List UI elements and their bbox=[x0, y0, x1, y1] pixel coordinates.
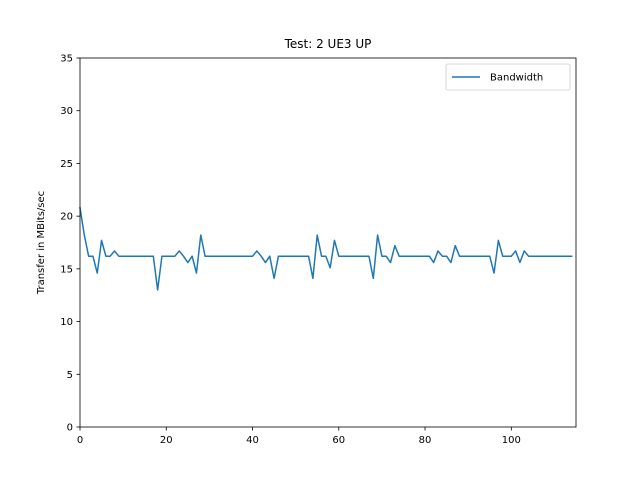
x-axis: 0 20 40 60 80 100 bbox=[77, 427, 521, 446]
plot-area bbox=[79, 206, 573, 291]
plot-frame bbox=[79, 57, 577, 428]
series-line-bandwidth bbox=[79, 206, 573, 291]
x-tick-label: 0 bbox=[77, 435, 83, 446]
chart-title: Test: 2 UE3 UP bbox=[284, 37, 372, 51]
y-tick-label: 0 bbox=[67, 423, 73, 434]
y-tick-label: 30 bbox=[60, 106, 73, 117]
x-tick-label: 80 bbox=[419, 435, 432, 446]
x-tick-label: 40 bbox=[246, 435, 259, 446]
y-tick-label: 10 bbox=[60, 317, 73, 328]
y-tick-label: 25 bbox=[60, 159, 73, 170]
legend: Bandwidth bbox=[445, 63, 571, 91]
legend-box bbox=[445, 63, 571, 91]
y-tick-label: 35 bbox=[60, 54, 73, 65]
x-tick-label: 60 bbox=[332, 435, 345, 446]
y-tick-label: 15 bbox=[60, 264, 73, 275]
y-axis: 0 5 10 15 20 25 30 35 bbox=[60, 54, 80, 434]
y-axis-label: Transfer in MBits/sec bbox=[36, 191, 47, 295]
x-tick-label: 100 bbox=[502, 435, 521, 446]
x-tick-label: 20 bbox=[160, 435, 173, 446]
y-tick-label: 5 bbox=[67, 370, 73, 381]
legend-label: Bandwidth bbox=[490, 73, 543, 84]
y-tick-label: 20 bbox=[60, 212, 73, 223]
